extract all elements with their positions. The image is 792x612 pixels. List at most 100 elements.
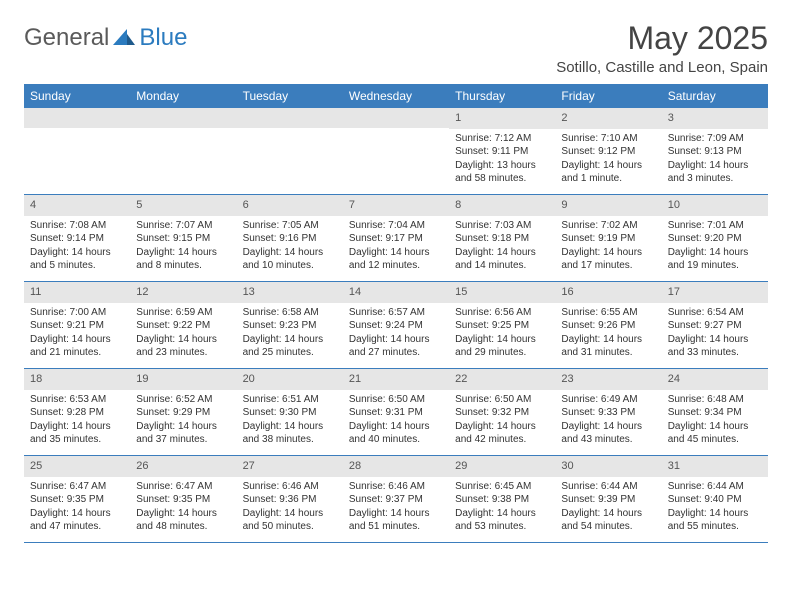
- daylight-text: Daylight: 14 hours: [668, 507, 762, 521]
- day-body: Sunrise: 6:44 AMSunset: 9:40 PMDaylight:…: [662, 477, 768, 540]
- day-cell: 3Sunrise: 7:09 AMSunset: 9:13 PMDaylight…: [662, 108, 768, 194]
- header: General Blue May 2025 Sotillo, Castille …: [24, 20, 768, 76]
- sunrise-text: Sunrise: 7:01 AM: [668, 219, 762, 233]
- daylight-text: and 51 minutes.: [349, 520, 443, 534]
- sunset-text: Sunset: 9:11 PM: [455, 145, 549, 159]
- week-row: 18Sunrise: 6:53 AMSunset: 9:28 PMDayligh…: [24, 369, 768, 456]
- day-cell: 8Sunrise: 7:03 AMSunset: 9:18 PMDaylight…: [449, 195, 555, 281]
- day-body: Sunrise: 7:07 AMSunset: 9:15 PMDaylight:…: [130, 216, 236, 279]
- dow-cell: Tuesday: [237, 84, 343, 108]
- daylight-text: Daylight: 14 hours: [561, 420, 655, 434]
- daylight-text: and 55 minutes.: [668, 520, 762, 534]
- sunset-text: Sunset: 9:22 PM: [136, 319, 230, 333]
- sunrise-text: Sunrise: 7:12 AM: [455, 132, 549, 146]
- title-block: May 2025 Sotillo, Castille and Leon, Spa…: [556, 20, 768, 76]
- daylight-text: and 37 minutes.: [136, 433, 230, 447]
- day-cell: 31Sunrise: 6:44 AMSunset: 9:40 PMDayligh…: [662, 456, 768, 542]
- day-cell: 30Sunrise: 6:44 AMSunset: 9:39 PMDayligh…: [555, 456, 661, 542]
- sunrise-text: Sunrise: 6:52 AM: [136, 393, 230, 407]
- day-cell: 25Sunrise: 6:47 AMSunset: 9:35 PMDayligh…: [24, 456, 130, 542]
- day-body: Sunrise: 6:48 AMSunset: 9:34 PMDaylight:…: [662, 390, 768, 453]
- sunrise-text: Sunrise: 6:55 AM: [561, 306, 655, 320]
- day-number: 16: [555, 282, 661, 303]
- day-number: 3: [662, 108, 768, 129]
- day-body: Sunrise: 6:58 AMSunset: 9:23 PMDaylight:…: [237, 303, 343, 366]
- daylight-text: and 5 minutes.: [30, 259, 124, 273]
- daylight-text: Daylight: 14 hours: [668, 333, 762, 347]
- day-cell: 13Sunrise: 6:58 AMSunset: 9:23 PMDayligh…: [237, 282, 343, 368]
- day-number: 21: [343, 369, 449, 390]
- daylight-text: Daylight: 14 hours: [349, 246, 443, 260]
- sunset-text: Sunset: 9:39 PM: [561, 493, 655, 507]
- sunrise-text: Sunrise: 7:02 AM: [561, 219, 655, 233]
- sunset-text: Sunset: 9:14 PM: [30, 232, 124, 246]
- sunset-text: Sunset: 9:27 PM: [668, 319, 762, 333]
- daylight-text: and 21 minutes.: [30, 346, 124, 360]
- daylight-text: and 23 minutes.: [136, 346, 230, 360]
- sunrise-text: Sunrise: 6:46 AM: [243, 480, 337, 494]
- day-number: 9: [555, 195, 661, 216]
- sunset-text: Sunset: 9:19 PM: [561, 232, 655, 246]
- sunrise-text: Sunrise: 6:59 AM: [136, 306, 230, 320]
- day-number: [343, 108, 449, 128]
- daylight-text: Daylight: 14 hours: [561, 246, 655, 260]
- daylight-text: and 40 minutes.: [349, 433, 443, 447]
- day-cell: 4Sunrise: 7:08 AMSunset: 9:14 PMDaylight…: [24, 195, 130, 281]
- sunrise-text: Sunrise: 6:51 AM: [243, 393, 337, 407]
- sunset-text: Sunset: 9:23 PM: [243, 319, 337, 333]
- day-body: Sunrise: 6:47 AMSunset: 9:35 PMDaylight:…: [24, 477, 130, 540]
- sunset-text: Sunset: 9:25 PM: [455, 319, 549, 333]
- day-body: Sunrise: 6:52 AMSunset: 9:29 PMDaylight:…: [130, 390, 236, 453]
- daylight-text: and 53 minutes.: [455, 520, 549, 534]
- sunrise-text: Sunrise: 6:50 AM: [455, 393, 549, 407]
- daylight-text: Daylight: 14 hours: [30, 420, 124, 434]
- dow-cell: Wednesday: [343, 84, 449, 108]
- dow-cell: Monday: [130, 84, 236, 108]
- day-number: 24: [662, 369, 768, 390]
- sunset-text: Sunset: 9:36 PM: [243, 493, 337, 507]
- day-body: Sunrise: 7:04 AMSunset: 9:17 PMDaylight:…: [343, 216, 449, 279]
- sunset-text: Sunset: 9:24 PM: [349, 319, 443, 333]
- day-cell: 18Sunrise: 6:53 AMSunset: 9:28 PMDayligh…: [24, 369, 130, 455]
- week-row: 25Sunrise: 6:47 AMSunset: 9:35 PMDayligh…: [24, 456, 768, 543]
- sunset-text: Sunset: 9:26 PM: [561, 319, 655, 333]
- day-body: Sunrise: 6:51 AMSunset: 9:30 PMDaylight:…: [237, 390, 343, 453]
- day-body: Sunrise: 6:44 AMSunset: 9:39 PMDaylight:…: [555, 477, 661, 540]
- day-body: Sunrise: 6:57 AMSunset: 9:24 PMDaylight:…: [343, 303, 449, 366]
- day-body: Sunrise: 7:02 AMSunset: 9:19 PMDaylight:…: [555, 216, 661, 279]
- day-body: Sunrise: 7:08 AMSunset: 9:14 PMDaylight:…: [24, 216, 130, 279]
- day-number: 28: [343, 456, 449, 477]
- daylight-text: and 17 minutes.: [561, 259, 655, 273]
- day-cell: [237, 108, 343, 194]
- sunset-text: Sunset: 9:15 PM: [136, 232, 230, 246]
- sunset-text: Sunset: 9:40 PM: [668, 493, 762, 507]
- sunrise-text: Sunrise: 6:57 AM: [349, 306, 443, 320]
- day-cell: 11Sunrise: 7:00 AMSunset: 9:21 PMDayligh…: [24, 282, 130, 368]
- sunset-text: Sunset: 9:30 PM: [243, 406, 337, 420]
- sunrise-text: Sunrise: 6:48 AM: [668, 393, 762, 407]
- day-number: [130, 108, 236, 128]
- day-body: Sunrise: 7:09 AMSunset: 9:13 PMDaylight:…: [662, 129, 768, 192]
- daylight-text: Daylight: 14 hours: [136, 507, 230, 521]
- day-cell: 27Sunrise: 6:46 AMSunset: 9:36 PMDayligh…: [237, 456, 343, 542]
- location-subtitle: Sotillo, Castille and Leon, Spain: [556, 59, 768, 76]
- sunrise-text: Sunrise: 7:05 AM: [243, 219, 337, 233]
- day-cell: 14Sunrise: 6:57 AMSunset: 9:24 PMDayligh…: [343, 282, 449, 368]
- logo-text-right: Blue: [139, 24, 187, 52]
- sunrise-text: Sunrise: 6:58 AM: [243, 306, 337, 320]
- sunrise-text: Sunrise: 6:47 AM: [30, 480, 124, 494]
- day-body: Sunrise: 6:59 AMSunset: 9:22 PMDaylight:…: [130, 303, 236, 366]
- daylight-text: Daylight: 14 hours: [455, 246, 549, 260]
- daylight-text: Daylight: 14 hours: [30, 507, 124, 521]
- day-number: 13: [237, 282, 343, 303]
- day-body: Sunrise: 6:45 AMSunset: 9:38 PMDaylight:…: [449, 477, 555, 540]
- day-cell: 20Sunrise: 6:51 AMSunset: 9:30 PMDayligh…: [237, 369, 343, 455]
- daylight-text: Daylight: 14 hours: [243, 333, 337, 347]
- sunrise-text: Sunrise: 6:47 AM: [136, 480, 230, 494]
- sunset-text: Sunset: 9:35 PM: [30, 493, 124, 507]
- sunset-text: Sunset: 9:13 PM: [668, 145, 762, 159]
- sunrise-text: Sunrise: 7:08 AM: [30, 219, 124, 233]
- daylight-text: Daylight: 14 hours: [243, 420, 337, 434]
- day-cell: 5Sunrise: 7:07 AMSunset: 9:15 PMDaylight…: [130, 195, 236, 281]
- day-number: 4: [24, 195, 130, 216]
